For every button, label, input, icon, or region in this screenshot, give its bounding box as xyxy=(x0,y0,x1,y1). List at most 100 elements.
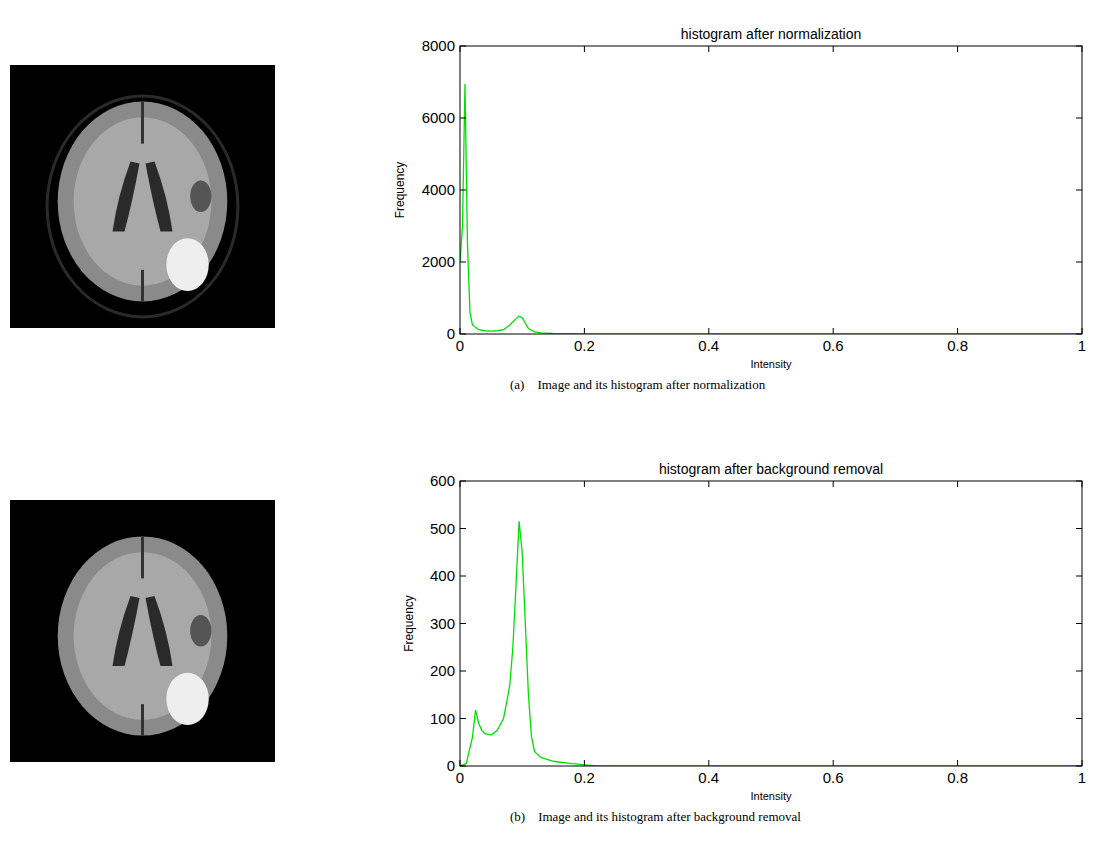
y-tick-label: 6000 xyxy=(422,109,455,126)
y-tick xyxy=(460,718,466,719)
x-tick xyxy=(708,760,709,766)
brain-tissue xyxy=(58,102,228,302)
x-tick xyxy=(708,328,709,334)
y-tick-label: 0 xyxy=(447,325,455,342)
y-tick-right xyxy=(1076,766,1082,767)
y-tick-right xyxy=(1076,46,1082,47)
figure: 00.20.40.60.8102000400060008000histogram… xyxy=(0,0,1099,854)
x-tick-label: 0.2 xyxy=(574,337,595,354)
x-tick xyxy=(460,760,461,766)
y-tick xyxy=(460,334,466,335)
y-tick xyxy=(460,623,466,624)
x-tick xyxy=(833,760,834,766)
x-tick-label: 0.6 xyxy=(823,337,844,354)
x-tick-top xyxy=(957,481,958,487)
x-tick xyxy=(1082,328,1083,334)
y-tick xyxy=(460,190,466,191)
ventricle xyxy=(113,162,140,232)
fissure xyxy=(141,102,144,144)
fissure xyxy=(141,536,144,578)
y-tick-label: 400 xyxy=(430,567,455,584)
x-tick-label: 0.4 xyxy=(698,337,719,354)
y-tick-label: 600 xyxy=(430,472,455,489)
x-tick xyxy=(1082,760,1083,766)
y-tick-label: 200 xyxy=(430,662,455,679)
y-axis-title: Frequency xyxy=(393,162,407,219)
y-tick xyxy=(460,46,466,47)
x-tick xyxy=(957,328,958,334)
lesion xyxy=(166,673,208,725)
x-tick xyxy=(833,328,834,334)
image-background xyxy=(10,500,275,762)
y-tick-right xyxy=(1076,262,1082,263)
x-tick xyxy=(460,328,461,334)
dark-region xyxy=(190,615,211,646)
x-tick-top xyxy=(833,46,834,52)
x-tick xyxy=(584,328,585,334)
axes-frame xyxy=(460,481,1082,766)
x-tick-label: 0 xyxy=(456,769,464,786)
x-tick-top xyxy=(957,46,958,52)
ventricle xyxy=(113,596,140,666)
y-tick xyxy=(460,766,466,767)
y-tick-right xyxy=(1076,528,1082,529)
plot-area xyxy=(460,46,1082,334)
fissure xyxy=(141,704,144,735)
dark-region xyxy=(190,180,211,212)
data-group xyxy=(460,84,1082,334)
x-tick xyxy=(584,760,585,766)
skull-rim xyxy=(47,96,238,317)
x-tick-top xyxy=(1082,46,1083,52)
x-tick-top xyxy=(460,46,461,52)
axes-frame xyxy=(460,46,1082,334)
y-tick-right xyxy=(1076,190,1082,191)
y-tick xyxy=(460,671,466,672)
x-tick-top xyxy=(584,46,585,52)
fissure xyxy=(141,270,144,302)
brain-image xyxy=(10,65,275,328)
y-tick-right xyxy=(1076,718,1082,719)
y-tick xyxy=(460,576,466,577)
x-tick-label: 0.6 xyxy=(823,769,844,786)
x-tick-label: 0.4 xyxy=(698,769,719,786)
y-tick-label: 8000 xyxy=(422,37,455,54)
ventricle xyxy=(146,162,173,232)
y-tick-right xyxy=(1076,576,1082,577)
x-tick-label: 1 xyxy=(1078,769,1086,786)
y-tick xyxy=(460,528,466,529)
x-tick-top xyxy=(708,481,709,487)
histogram-line xyxy=(460,521,1082,766)
lesion xyxy=(166,238,208,291)
image-background xyxy=(10,65,275,328)
x-tick-top xyxy=(708,46,709,52)
y-tick xyxy=(460,118,466,119)
y-tick-right xyxy=(1076,671,1082,672)
y-axis-title: Frequency xyxy=(402,595,416,652)
x-tick-top xyxy=(833,481,834,487)
histogram-line xyxy=(460,84,1082,334)
x-tick-label: 1 xyxy=(1078,337,1086,354)
y-tick-right xyxy=(1076,118,1082,119)
chart-title: histogram after normalization xyxy=(681,26,862,42)
x-tick-top xyxy=(1082,481,1083,487)
x-tick-label: 0.8 xyxy=(947,769,968,786)
y-tick-label: 100 xyxy=(430,710,455,727)
y-tick-label: 2000 xyxy=(422,253,455,270)
y-tick-right xyxy=(1076,334,1082,335)
y-tick-label: 0 xyxy=(447,757,455,774)
y-tick-right xyxy=(1076,481,1082,482)
plot-area xyxy=(460,481,1082,766)
y-tick xyxy=(460,262,466,263)
caption: (a) Image and its histogram after normal… xyxy=(510,377,766,392)
y-tick-label: 4000 xyxy=(422,181,455,198)
y-tick-right xyxy=(1076,623,1082,624)
x-axis-title: Intensity xyxy=(751,358,792,370)
x-tick-top xyxy=(584,481,585,487)
y-tick xyxy=(460,481,466,482)
x-tick-top xyxy=(460,481,461,487)
x-tick-label: 0 xyxy=(456,337,464,354)
data-group xyxy=(460,521,1082,766)
x-axis-title: Intensity xyxy=(751,790,792,802)
x-tick-label: 0.8 xyxy=(947,337,968,354)
caption: (b) Image and its histogram after backgr… xyxy=(510,809,801,824)
